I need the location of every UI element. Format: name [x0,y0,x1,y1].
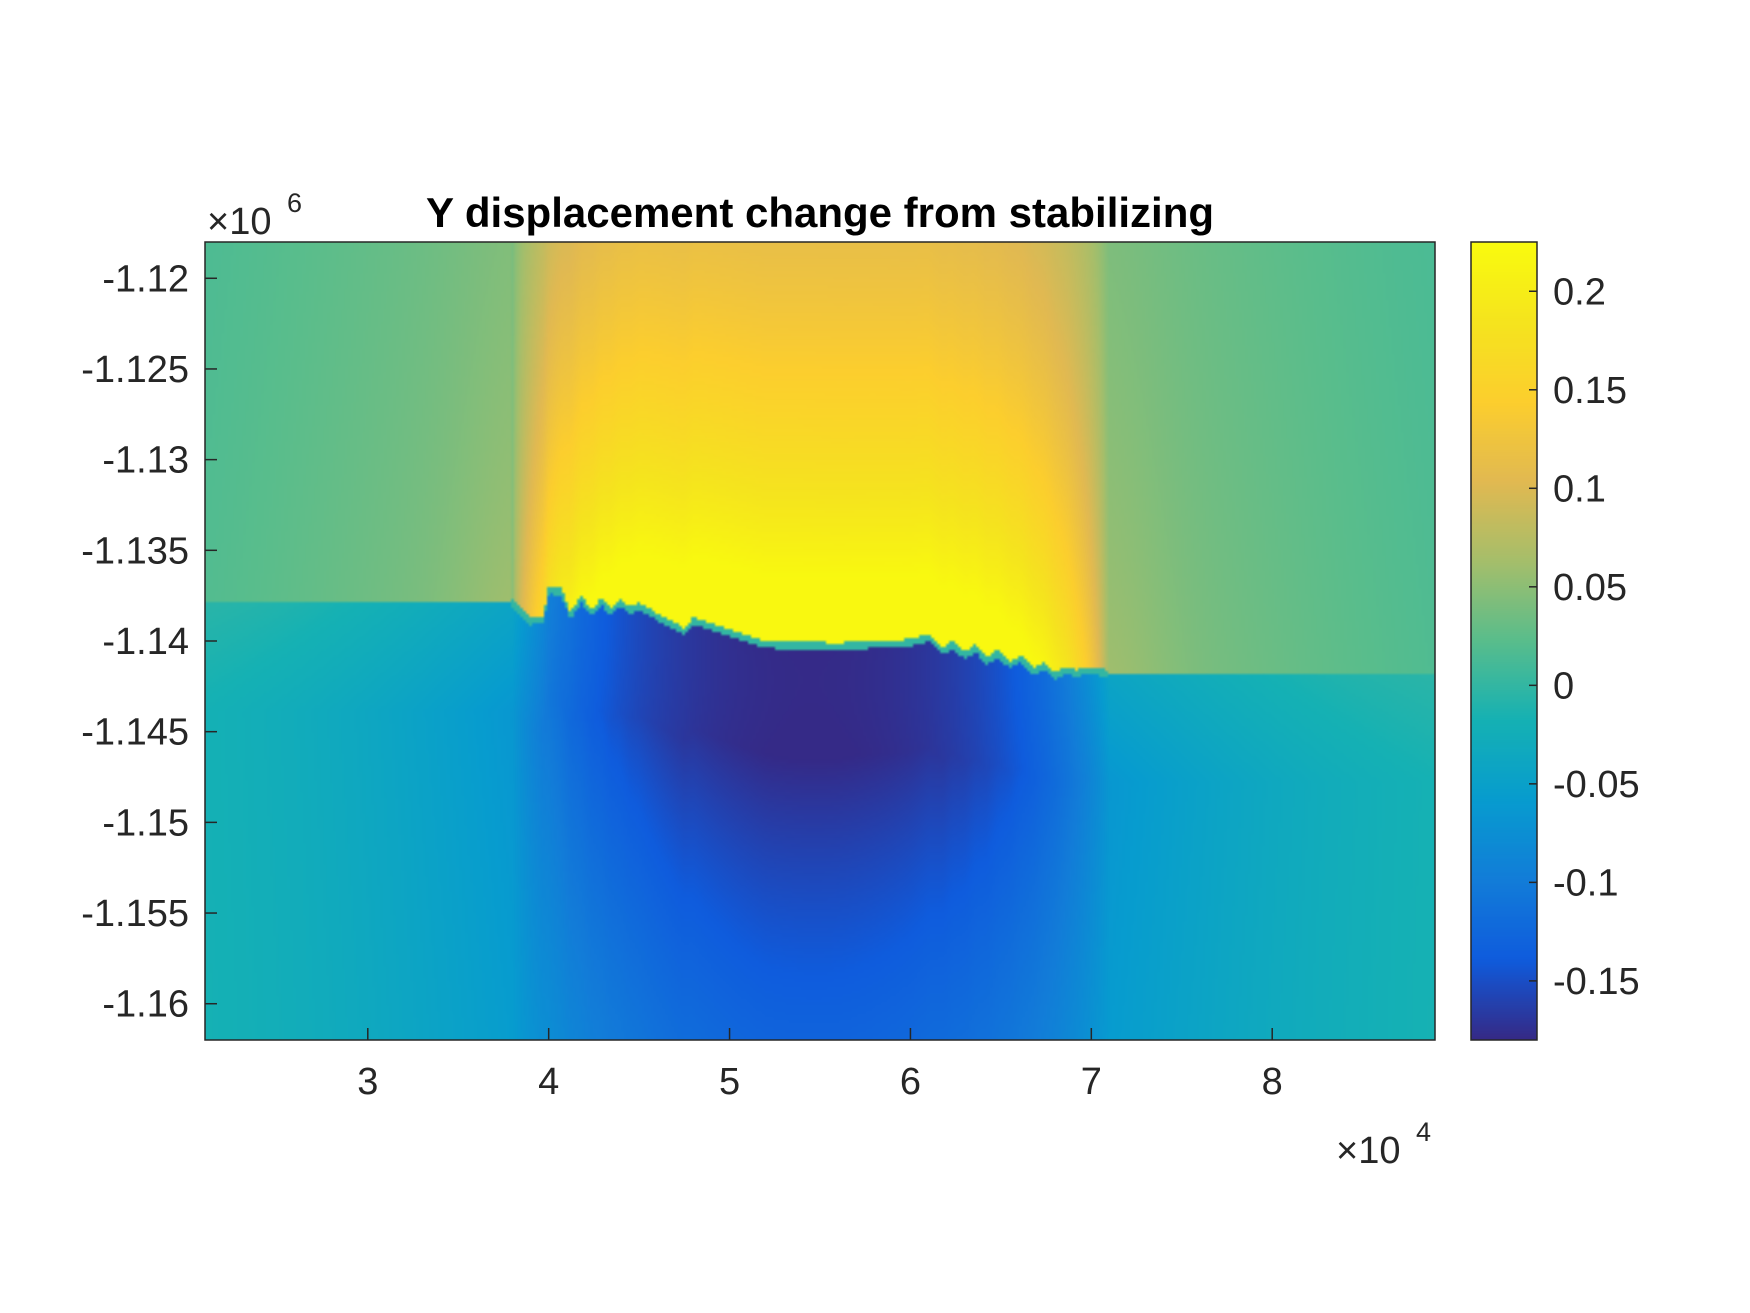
x-multiplier-exponent: 4 [1416,1117,1431,1147]
chart-title: Y displacement change from stabilizing [426,189,1214,236]
colorbar-tick-label: -0.1 [1553,862,1618,904]
x-tick-label: 5 [719,1061,740,1103]
x-tick-label: 8 [1262,1061,1283,1103]
y-tick-label: -1.12 [102,258,189,300]
colorbar-tick-label: 0.15 [1553,370,1627,412]
y-multiplier: ×10 6 [207,188,302,243]
y-multiplier-base: ×10 [207,201,271,243]
y-tick-label: -1.14 [102,621,189,663]
colorbar-tick-label: 0 [1553,665,1574,707]
colorbar-tick-label: -0.15 [1553,961,1640,1003]
y-tick-label: -1.125 [81,349,189,391]
colorbar-tick-label: 0.2 [1553,271,1606,313]
y-axis: -1.12 -1.125 -1.13 -1.135 -1.14 -1.145 -1.15 -1… [81,258,217,1026]
plot-area [205,242,1435,1040]
y-tick-label: -1.135 [81,530,189,572]
x-tick-label: 4 [538,1061,559,1103]
y-multiplier-exponent: 6 [287,188,302,218]
colorbar: 0.2 0.15 0.1 0.05 0 -0.05 -0.1 -0.15 [1470,241,1640,1041]
x-multiplier: ×10 4 [1336,1117,1431,1172]
x-tick-label: 6 [900,1061,921,1103]
x-tick-label: 7 [1081,1061,1102,1103]
y-tick-label: -1.15 [102,802,189,844]
colorbar-gradient [1471,242,1537,1040]
colorbar-tick-label: 0.1 [1553,468,1606,510]
colorbar-tick-label: 0.05 [1553,567,1627,609]
x-tick-label: 3 [357,1061,378,1103]
x-multiplier-base: ×10 [1336,1130,1400,1172]
colorbar-tick-label: -0.05 [1553,764,1640,806]
colorbar-frame [1470,241,1538,1041]
y-tick-label: -1.145 [81,712,189,754]
heatmap-image [205,242,1435,1040]
x-axis: 3 4 5 6 7 8 [357,1028,1283,1103]
colorbar-ticks: 0.2 0.15 0.1 0.05 0 -0.05 -0.1 -0.15 [1529,271,1640,1003]
y-tick-label: -1.13 [102,440,189,482]
y-tick-label: -1.155 [81,893,189,935]
y-tick-label: -1.16 [102,984,189,1026]
